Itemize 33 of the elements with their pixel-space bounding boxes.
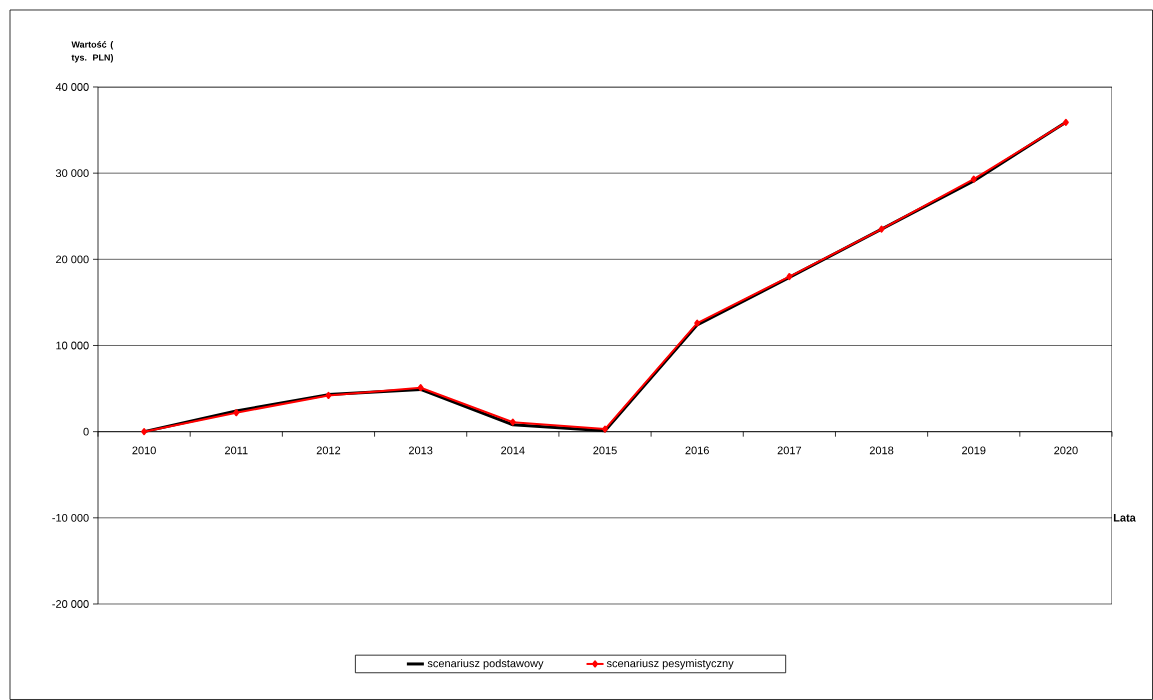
point (878, 225, 885, 233)
point (325, 391, 332, 400)
x-tick-label: 2013 (408, 446, 433, 455)
y-tick-label: 40 000 (55, 83, 89, 91)
x-tick-label: 2010 (132, 446, 156, 455)
point (417, 384, 424, 392)
point (509, 418, 516, 426)
y-tick-label: 10 000 (56, 341, 89, 350)
point (1062, 118, 1069, 126)
point (786, 272, 793, 281)
x-tick-label: 2015 (593, 446, 617, 455)
point (970, 175, 977, 183)
legend-label: scenariusz podstawowy (427, 659, 544, 670)
point (602, 425, 608, 433)
x-tick-label: 2014 (501, 446, 525, 455)
point (233, 409, 240, 417)
x-tick-label: 2011 (225, 446, 248, 455)
x-tick-label: 2017 (777, 446, 802, 455)
y-tick-label: 30 000 (55, 169, 89, 178)
y-tick-label: -20 000 (52, 600, 89, 608)
x-axis-title: Lata (1113, 513, 1136, 522)
point (694, 319, 701, 327)
y-tick-label: -10 000 (52, 513, 89, 522)
y-axis-title: Wartość ( tys. PLN) (71, 40, 114, 63)
x-tick-label: 2018 (869, 446, 894, 455)
x-tick-label: 2019 (962, 446, 986, 455)
point (141, 428, 148, 436)
x-tick-label: 2012 (316, 446, 341, 455)
x-tick-label: 2020 (1054, 446, 1078, 455)
x-tick-label: 2016 (685, 446, 709, 455)
legend-label: scenariusz pesymistyczny (606, 659, 734, 670)
y-tick-label: 20 000 (56, 255, 89, 264)
y-tick-label: 0 (83, 427, 89, 436)
